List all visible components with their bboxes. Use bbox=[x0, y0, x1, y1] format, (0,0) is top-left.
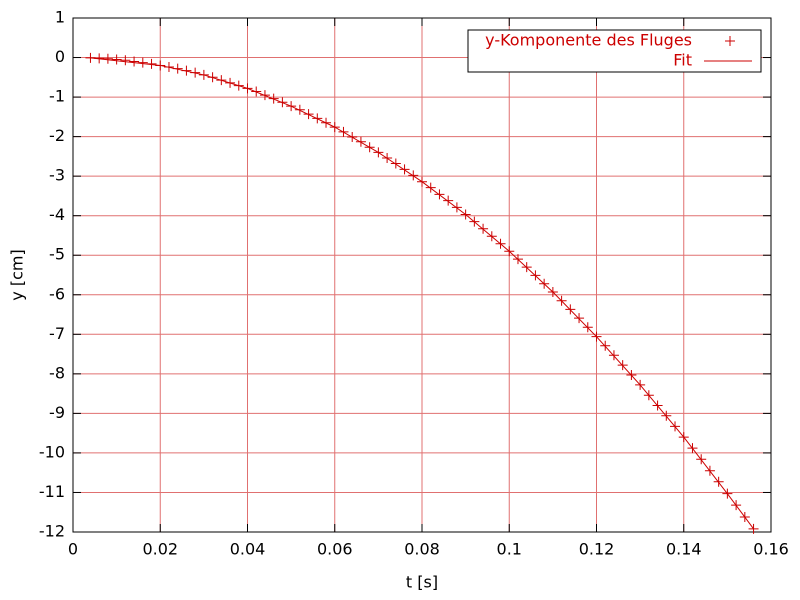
x-tick-label: 0 bbox=[68, 540, 78, 559]
y-tick-label: -2 bbox=[49, 126, 65, 145]
x-tick-label: 0.14 bbox=[666, 540, 702, 559]
data-point bbox=[120, 55, 131, 66]
y-tick-label: -3 bbox=[49, 166, 65, 185]
y-tick-label: -12 bbox=[39, 522, 65, 541]
x-tick-label: 0.16 bbox=[753, 540, 789, 559]
data-point bbox=[102, 53, 113, 64]
data-point bbox=[111, 54, 122, 65]
y-tick-label: -5 bbox=[49, 245, 65, 264]
data-point bbox=[129, 56, 140, 67]
x-tick-label: 0.02 bbox=[142, 540, 178, 559]
data-point bbox=[748, 523, 759, 534]
y-axis-label: y [cm] bbox=[8, 249, 27, 300]
y-tick-label: -11 bbox=[39, 482, 65, 501]
y-tick-label: -7 bbox=[49, 324, 65, 343]
data-point bbox=[425, 182, 436, 193]
legend-box bbox=[467, 29, 762, 73]
y-tick-label: -10 bbox=[39, 442, 65, 461]
y-tick-label: -6 bbox=[49, 284, 65, 303]
y-tick-label: -8 bbox=[49, 363, 65, 382]
y-tick-label: -4 bbox=[49, 205, 65, 224]
y-tick-label: -9 bbox=[49, 403, 65, 422]
y-tick-label: -1 bbox=[49, 87, 65, 106]
data-point bbox=[443, 195, 454, 206]
data-point bbox=[390, 158, 401, 169]
x-tick-label: 0.08 bbox=[404, 540, 440, 559]
fit-line bbox=[90, 57, 754, 530]
x-axis-label: t [s] bbox=[406, 573, 438, 592]
x-tick-label: 0.12 bbox=[579, 540, 615, 559]
legend-label: Fit bbox=[673, 51, 692, 70]
x-tick-label: 0.1 bbox=[497, 540, 522, 559]
legend-marker bbox=[725, 36, 735, 46]
data-point bbox=[137, 57, 148, 68]
data-point bbox=[294, 104, 305, 115]
plot-frame bbox=[72, 17, 772, 533]
legend-label: y-Komponente des Fluges bbox=[485, 31, 692, 50]
y-tick-label: 0 bbox=[55, 47, 65, 66]
x-tick-label: 0.04 bbox=[230, 540, 266, 559]
x-tick-label: 0.06 bbox=[317, 540, 353, 559]
y-tick-label: 1 bbox=[55, 8, 65, 27]
